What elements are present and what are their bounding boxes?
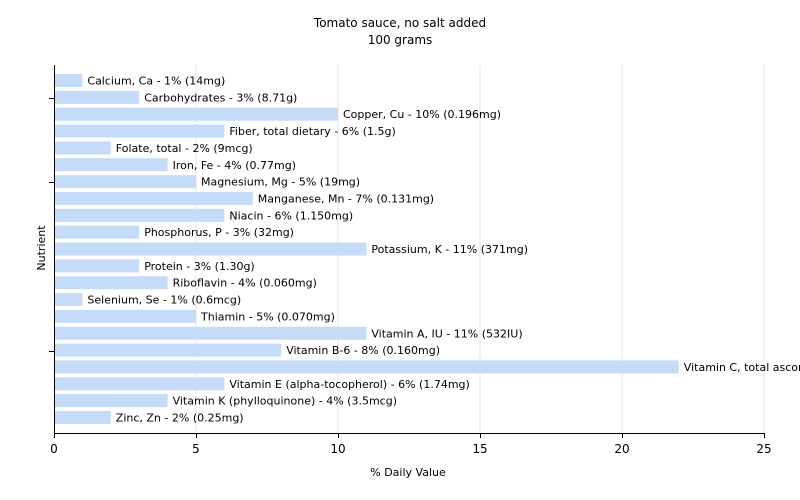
- bar-label: Vitamin A, IU - 11% (532IU): [371, 327, 522, 340]
- bar: [55, 394, 168, 408]
- bar: [55, 242, 367, 256]
- bar: [55, 259, 140, 273]
- bar: [55, 225, 140, 239]
- x-tick-label: 10: [330, 442, 345, 456]
- bar: [55, 107, 338, 121]
- chart-subtitle: 100 grams: [368, 33, 433, 47]
- x-tick-label: 0: [50, 442, 58, 456]
- bar-label: Vitamin C, total ascorbic acid - 22% (13…: [684, 361, 800, 374]
- bar-label: Vitamin E (alpha-tocopherol) - 6% (1.74m…: [229, 378, 469, 391]
- bar: [55, 309, 196, 323]
- bar-label: Riboflavin - 4% (0.060mg): [173, 277, 317, 290]
- bar-label: Phosphorus, P - 3% (32mg): [144, 226, 294, 239]
- axes: 0 5 10 15 20 25: [49, 65, 772, 456]
- y-axis-label: Nutrient: [35, 225, 48, 271]
- bar: [55, 293, 83, 307]
- bar: [55, 74, 83, 87]
- bar-label: Carbohydrates - 3% (8.71g): [144, 91, 297, 104]
- x-tick-label: 20: [614, 442, 629, 456]
- x-tick-label: 15: [472, 442, 487, 456]
- bar: [55, 208, 225, 222]
- bar-label: Vitamin K (phylloquinone) - 4% (3.5mcg): [173, 395, 397, 408]
- bar-label: Thiamin - 5% (0.070mg): [200, 310, 335, 323]
- bar: [55, 360, 679, 374]
- bar-label: Folate, total - 2% (9mcg): [116, 142, 253, 155]
- x-axis-label: % Daily Value: [370, 466, 446, 479]
- x-tick-label: 5: [192, 442, 200, 456]
- bar-label: Potassium, K - 11% (371mg): [371, 243, 528, 256]
- bar: [55, 124, 225, 138]
- bar: [55, 343, 282, 357]
- bar-label: Niacin - 6% (1.150mg): [229, 209, 353, 222]
- bar: [55, 158, 168, 172]
- bar-label: Vitamin B-6 - 8% (0.160mg): [286, 344, 440, 357]
- bar: [55, 175, 196, 189]
- bar: [55, 276, 168, 290]
- bar-label: Fiber, total dietary - 6% (1.5g): [229, 125, 395, 138]
- bar: [55, 90, 140, 104]
- bar-label: Zinc, Zn - 2% (0.25mg): [116, 412, 244, 425]
- bar: [55, 191, 253, 205]
- bar-label: Selenium, Se - 1% (0.6mcg): [87, 294, 241, 307]
- bar: [55, 141, 111, 155]
- bar-label: Magnesium, Mg - 5% (19mg): [201, 176, 360, 189]
- bar-label: Protein - 3% (1.30g): [144, 260, 255, 273]
- x-tick-label: 25: [756, 442, 771, 456]
- bar: [55, 377, 225, 391]
- bar-label: Calcium, Ca - 1% (14mg): [87, 75, 225, 88]
- chart-title: Tomato sauce, no salt added: [313, 16, 486, 30]
- bars: Calcium, Ca - 1% (14mg) Carbohydrates - 3…: [55, 74, 800, 425]
- bar: [55, 326, 367, 340]
- bar-label: Manganese, Mn - 7% (0.131mg): [258, 192, 434, 205]
- bar-label: Copper, Cu - 10% (0.196mg): [343, 108, 501, 121]
- bar-label: Iron, Fe - 4% (0.77mg): [173, 159, 296, 172]
- bar: [55, 411, 111, 424]
